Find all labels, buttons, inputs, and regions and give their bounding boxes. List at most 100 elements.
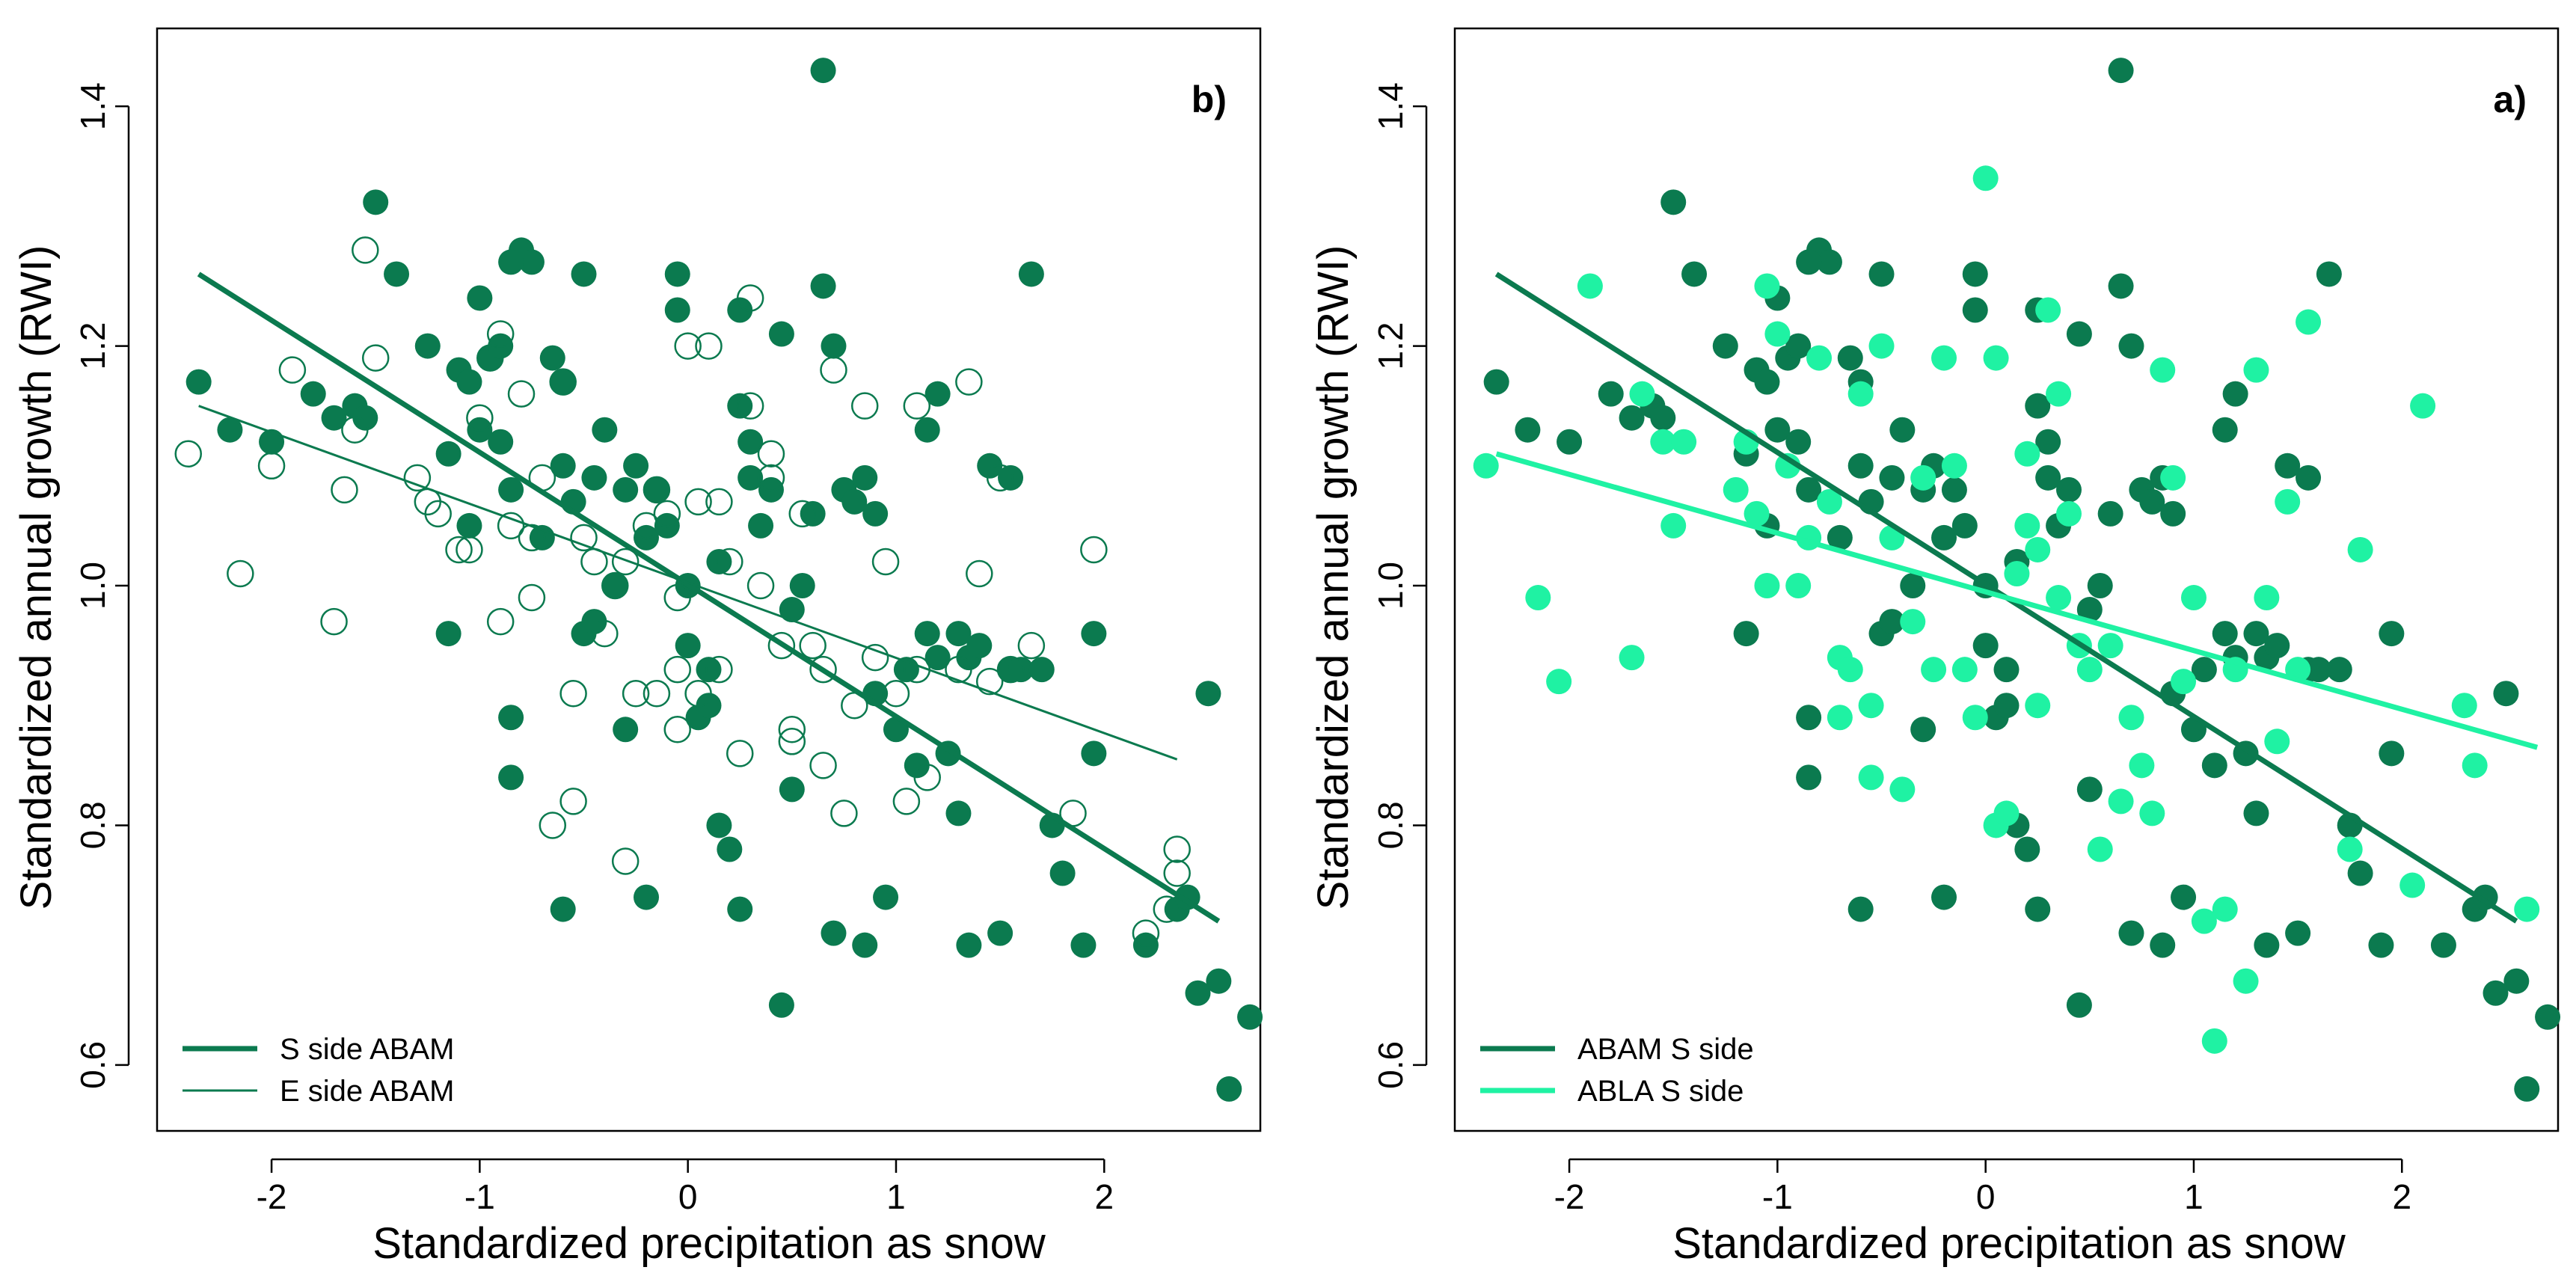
- filled-point: [987, 920, 1013, 946]
- open-point: [361, 344, 390, 372]
- panel-a: Standardized annual growth (RWI) Standar…: [1309, 27, 2561, 1268]
- filled-point: [1577, 273, 1603, 299]
- filled-point: [2212, 896, 2238, 922]
- filled-point: [1660, 189, 1687, 215]
- filled-point: [2201, 1028, 2227, 1054]
- filled-point: [914, 417, 940, 443]
- filled-point: [2379, 740, 2405, 767]
- filled-point: [1900, 609, 1926, 635]
- x-tick-label: -1: [1762, 1177, 1793, 1216]
- filled-point: [810, 273, 836, 299]
- filled-point: [2410, 393, 2436, 419]
- open-point: [1132, 919, 1160, 947]
- filled-point: [2118, 920, 2144, 946]
- filled-point: [2347, 860, 2373, 886]
- y-axis-label: Standardized annual growth (RWI): [12, 245, 61, 910]
- filled-point: [623, 453, 649, 479]
- filled-point: [1206, 968, 1232, 994]
- filled-point: [800, 500, 826, 527]
- open-point: [622, 679, 650, 708]
- filled-point: [1847, 381, 1874, 407]
- filled-point: [1008, 657, 1034, 683]
- filled-point: [550, 369, 576, 395]
- open-point: [1080, 536, 1108, 564]
- filled-point: [613, 717, 639, 743]
- x-tick-label: 1: [2184, 1177, 2204, 1216]
- legend-label: ABLA S side: [1577, 1075, 1744, 1108]
- open-point: [445, 536, 473, 564]
- filled-point: [467, 285, 493, 311]
- filled-point: [1216, 1076, 1242, 1102]
- filled-point: [1993, 693, 2020, 719]
- open-point: [757, 440, 785, 468]
- filled-point: [1796, 764, 1822, 791]
- open-point: [476, 344, 504, 372]
- filled-point: [498, 705, 524, 731]
- filled-point: [1681, 261, 1708, 287]
- filled-point: [2014, 512, 2040, 539]
- open-point: [767, 631, 796, 660]
- filled-point: [1879, 464, 1905, 491]
- filled-point: [1195, 681, 1221, 707]
- open-point: [945, 655, 972, 684]
- filled-point: [1018, 261, 1044, 287]
- filled-point: [2514, 896, 2540, 922]
- filled-point: [384, 261, 410, 287]
- filled-point: [2368, 932, 2394, 958]
- filled-point: [1619, 405, 1645, 431]
- open-point: [674, 332, 702, 360]
- open-point: [955, 368, 983, 396]
- panel-label: b): [1192, 79, 1227, 120]
- filled-point: [696, 693, 722, 719]
- open-point: [632, 512, 660, 540]
- filled-point: [1081, 621, 1107, 647]
- filled-point: [2379, 621, 2405, 647]
- filled-point: [810, 58, 836, 84]
- open-point: [403, 464, 432, 492]
- open-point: [456, 536, 483, 564]
- filled-point: [2296, 464, 2322, 491]
- filled-point: [2296, 309, 2322, 335]
- filled-point: [664, 297, 690, 323]
- regression-line: [1495, 451, 2539, 750]
- filled-point: [2254, 585, 2280, 611]
- filled-point: [1921, 657, 1947, 683]
- filled-point: [2046, 585, 2072, 611]
- filled-point: [1889, 417, 1916, 443]
- filled-point: [852, 464, 878, 491]
- filled-point: [456, 512, 482, 539]
- filled-point: [643, 476, 669, 503]
- filled-point: [1619, 645, 1645, 671]
- filled-point: [852, 932, 878, 958]
- open-point: [559, 679, 587, 708]
- legend-label: E side ABAM: [280, 1075, 454, 1108]
- filled-point: [2025, 536, 2051, 562]
- filled-point: [664, 261, 690, 287]
- filled-point: [998, 464, 1024, 491]
- filled-point: [2535, 1004, 2561, 1030]
- filled-point: [1847, 896, 1874, 922]
- filled-point: [1785, 333, 1812, 359]
- filled-point: [2025, 693, 2051, 719]
- filled-point: [2129, 752, 2155, 779]
- filled-point: [1723, 476, 1749, 503]
- filled-point: [768, 992, 794, 1018]
- open-point: [705, 655, 733, 684]
- y-tick-label: 0.6: [1371, 1041, 1410, 1089]
- filled-point: [696, 657, 722, 683]
- filled-point: [821, 333, 847, 359]
- x-tick-label: 1: [886, 1177, 906, 1216]
- open-point: [788, 500, 816, 528]
- filled-point: [2191, 908, 2217, 934]
- filled-point: [1744, 500, 1770, 527]
- filled-point: [737, 429, 764, 455]
- open-point: [684, 679, 712, 708]
- filled-point: [456, 369, 482, 395]
- open-point: [507, 380, 536, 408]
- filled-point: [2108, 58, 2134, 84]
- filled-point: [924, 381, 951, 407]
- open-point: [559, 788, 587, 815]
- filled-point: [1671, 429, 1697, 455]
- filled-point: [571, 261, 597, 287]
- filled-point: [2108, 788, 2134, 815]
